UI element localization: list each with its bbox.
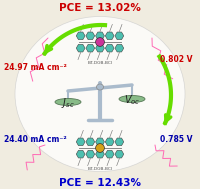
Text: 0.785 V: 0.785 V — [159, 136, 192, 145]
Polygon shape — [105, 150, 114, 158]
Text: BT-DGB-BCI: BT-DGB-BCI — [87, 167, 112, 171]
Polygon shape — [95, 44, 104, 52]
Polygon shape — [114, 150, 123, 158]
Text: BT-DGB-BCI: BT-DGB-BCI — [87, 61, 112, 65]
Polygon shape — [76, 150, 85, 158]
Polygon shape — [114, 32, 123, 40]
Ellipse shape — [95, 38, 104, 46]
Ellipse shape — [15, 16, 184, 171]
Ellipse shape — [55, 98, 81, 105]
Polygon shape — [95, 150, 104, 158]
Polygon shape — [114, 138, 123, 146]
Polygon shape — [85, 44, 94, 52]
Polygon shape — [85, 150, 94, 158]
Text: 24.97 mA cm⁻²: 24.97 mA cm⁻² — [4, 64, 67, 73]
Polygon shape — [76, 138, 85, 146]
Text: $J_{sc}$: $J_{sc}$ — [61, 96, 74, 110]
Polygon shape — [76, 44, 85, 52]
Ellipse shape — [118, 95, 144, 102]
Polygon shape — [114, 44, 123, 52]
Polygon shape — [105, 138, 114, 146]
Polygon shape — [85, 32, 94, 40]
Text: PCE = 13.02%: PCE = 13.02% — [59, 3, 140, 13]
Polygon shape — [95, 138, 104, 146]
Ellipse shape — [96, 84, 103, 90]
Polygon shape — [105, 32, 114, 40]
Polygon shape — [85, 138, 94, 146]
Polygon shape — [76, 32, 85, 40]
Polygon shape — [95, 32, 104, 40]
Text: $V_{oc}$: $V_{oc}$ — [123, 93, 140, 107]
Text: PCE = 12.43%: PCE = 12.43% — [59, 178, 140, 188]
Text: 24.40 mA cm⁻²: 24.40 mA cm⁻² — [4, 136, 66, 145]
Ellipse shape — [95, 144, 104, 152]
Text: 0.802 V: 0.802 V — [159, 56, 192, 64]
Polygon shape — [105, 44, 114, 52]
